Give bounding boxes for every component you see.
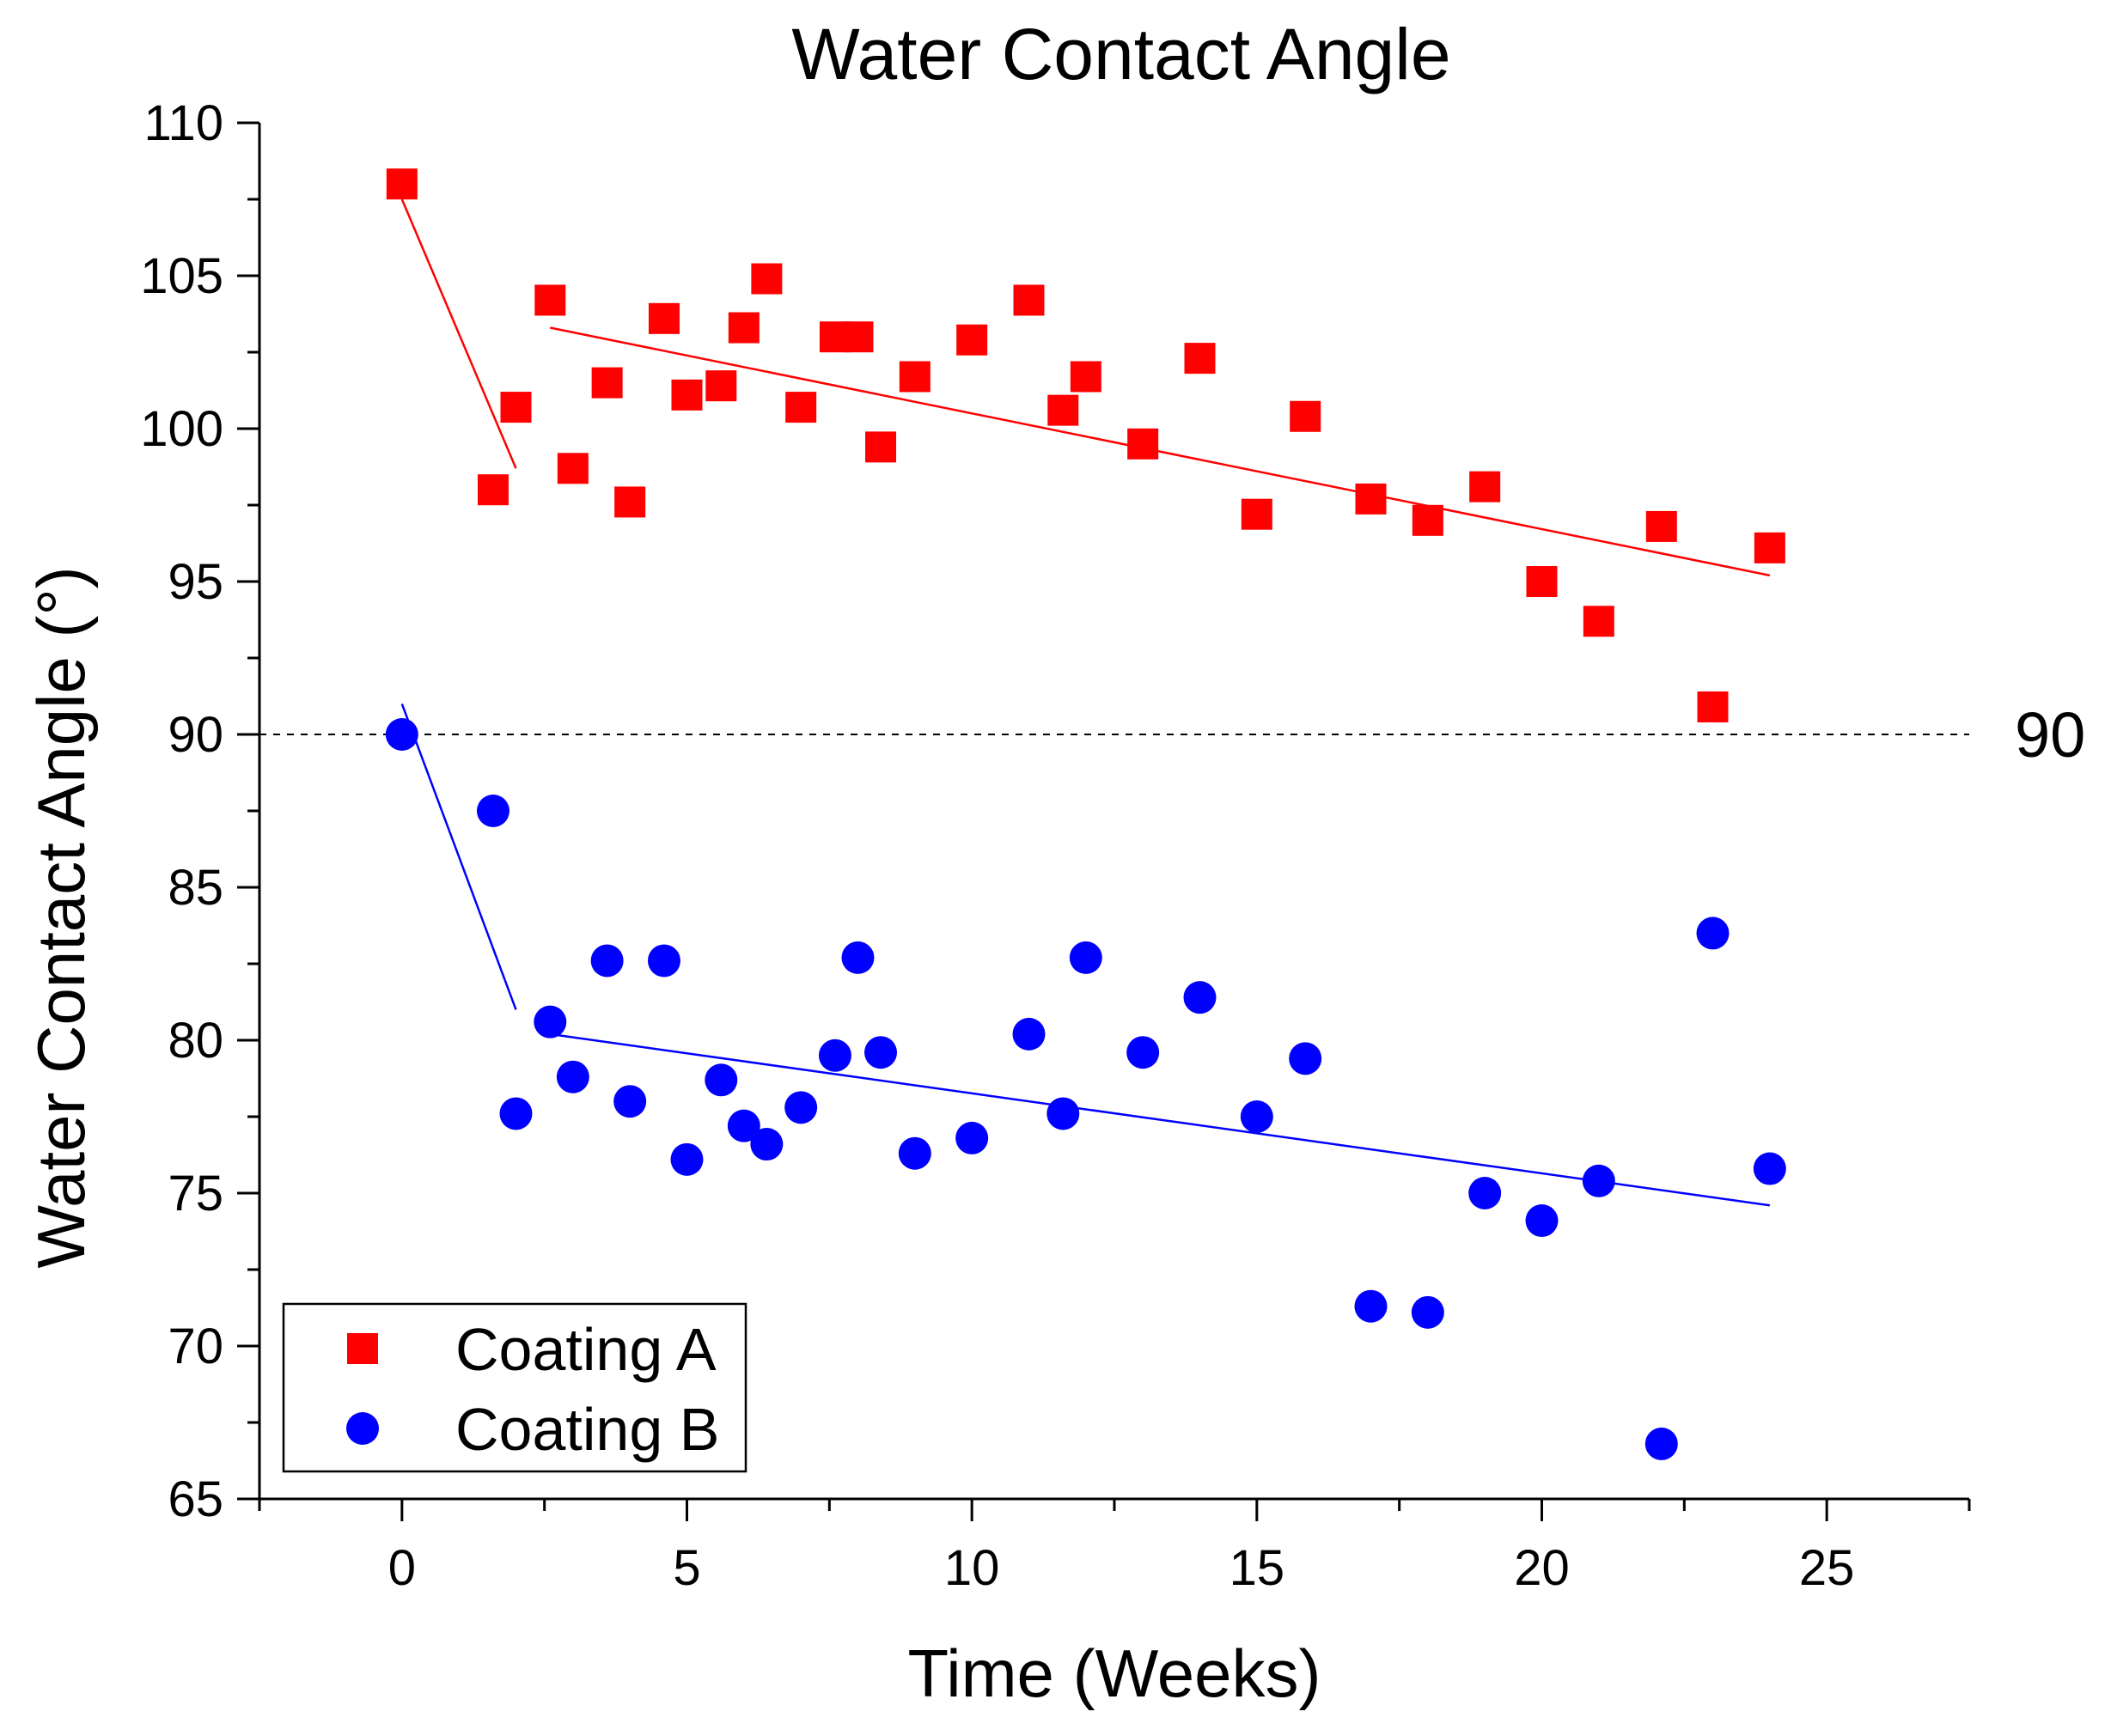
plot-area: 90 [259, 699, 2085, 771]
x-tick-label: 10 [944, 1540, 1000, 1596]
point-coating-a [956, 324, 988, 356]
point-coating-a [614, 486, 646, 518]
y-tick-label: 65 [168, 1471, 223, 1527]
x-axis-title: Time (Weeks) [907, 1635, 1321, 1711]
point-coating-b [1411, 1295, 1444, 1329]
chart-title: Water Contact Angle [791, 14, 1450, 94]
point-coating-a [1754, 532, 1785, 563]
y-tick-label: 75 [168, 1166, 223, 1221]
point-coating-b [476, 795, 509, 827]
data-points [385, 168, 1786, 1460]
trend-line-coating-a-2 [550, 326, 1771, 577]
point-coating-a [1184, 343, 1216, 375]
y-tick-label: 80 [168, 1013, 223, 1069]
x-tick-label: 0 [388, 1540, 416, 1596]
point-coating-b [1644, 1427, 1678, 1460]
point-coating-a [1355, 483, 1387, 515]
legend-label: Coating A [455, 1316, 717, 1383]
point-coating-a [1290, 400, 1321, 432]
trend-line-coating-b-2 [550, 1032, 1771, 1207]
trend-line-coating-a-1 [400, 198, 517, 469]
point-coating-a [842, 321, 874, 353]
y-tick-label: 90 [168, 707, 223, 763]
point-coating-b [534, 1005, 567, 1039]
legend: Coating A Coating B [282, 1302, 747, 1473]
point-coating-a [1047, 394, 1079, 426]
point-coating-a [534, 284, 566, 316]
point-coating-b [556, 1060, 589, 1093]
point-coating-a [671, 379, 703, 411]
point-coating-b [1525, 1204, 1559, 1238]
point-coating-b [1012, 1017, 1046, 1051]
x-tick-label: 15 [1229, 1540, 1285, 1596]
point-coating-a [1697, 691, 1729, 722]
point-coating-b [499, 1097, 533, 1130]
point-coating-b [1354, 1289, 1388, 1323]
y-tick-label: 70 [168, 1319, 223, 1374]
legend-marker-circle [346, 1412, 379, 1445]
x-tick-label: 25 [1799, 1540, 1855, 1596]
point-coating-a [1469, 471, 1501, 503]
reference-line-label: 90 [2015, 699, 2085, 771]
point-coating-b [955, 1121, 989, 1154]
point-coating-a [705, 370, 737, 402]
point-coating-b [1126, 1036, 1160, 1069]
legend-marker-square [347, 1333, 378, 1364]
point-coating-a [386, 168, 418, 200]
point-coating-a [477, 474, 509, 506]
point-coating-b [898, 1136, 931, 1170]
point-coating-b [705, 1063, 738, 1097]
point-coating-b [727, 1109, 760, 1142]
point-coating-a [1241, 498, 1272, 530]
trend-lines [400, 198, 1771, 1207]
point-coating-b [1696, 917, 1730, 950]
point-coating-a [1412, 504, 1443, 536]
point-coating-b [750, 1128, 784, 1161]
y-tick-label: 110 [144, 95, 223, 151]
point-coating-a [557, 453, 589, 484]
point-coating-b [1069, 941, 1102, 974]
point-coating-a [1127, 428, 1159, 460]
point-coating-b [385, 718, 418, 751]
point-coating-b [1289, 1042, 1322, 1075]
point-coating-b [784, 1091, 818, 1124]
point-coating-b [841, 941, 875, 974]
point-coating-a [1583, 606, 1614, 637]
point-coating-b [590, 944, 624, 978]
point-coating-b [670, 1142, 704, 1176]
point-coating-b [818, 1039, 851, 1072]
point-coating-a [648, 302, 680, 334]
point-coating-a [500, 392, 532, 423]
point-coating-b [1183, 981, 1217, 1014]
axes: 65 70 75 80 85 90 95 100 105 110 0 5 10 15 20 25 [140, 95, 1971, 1596]
point-coating-a [728, 312, 760, 344]
point-coating-b [1046, 1097, 1080, 1130]
point-coating-b [613, 1085, 647, 1118]
point-coating-b [864, 1036, 898, 1069]
point-coating-a [1526, 566, 1558, 597]
point-coating-a [1070, 361, 1101, 393]
y-tick-label: 105 [140, 248, 223, 304]
point-coating-b [1468, 1177, 1502, 1209]
y-tick-label: 95 [168, 554, 223, 610]
y-tick-label: 100 [140, 401, 223, 457]
trend-line-coating-b-1 [400, 703, 517, 1010]
y-tick-label: 85 [168, 860, 223, 916]
point-coating-a [785, 392, 817, 423]
point-coating-b [1240, 1100, 1273, 1133]
point-coating-b [1753, 1152, 1786, 1185]
legend-label: Coating B [455, 1396, 719, 1463]
point-coating-b [1582, 1164, 1615, 1197]
x-tick-label: 20 [1514, 1540, 1570, 1596]
point-coating-a [591, 367, 623, 399]
point-coating-b [647, 944, 680, 978]
point-coating-a [1645, 510, 1677, 542]
point-coating-a [751, 263, 783, 295]
y-axis-title: Water Contact Angle (°) [23, 566, 99, 1268]
point-coating-a [865, 431, 897, 463]
point-coating-a [899, 361, 930, 393]
x-tick-label: 5 [673, 1540, 700, 1596]
point-coating-a [1013, 284, 1045, 316]
